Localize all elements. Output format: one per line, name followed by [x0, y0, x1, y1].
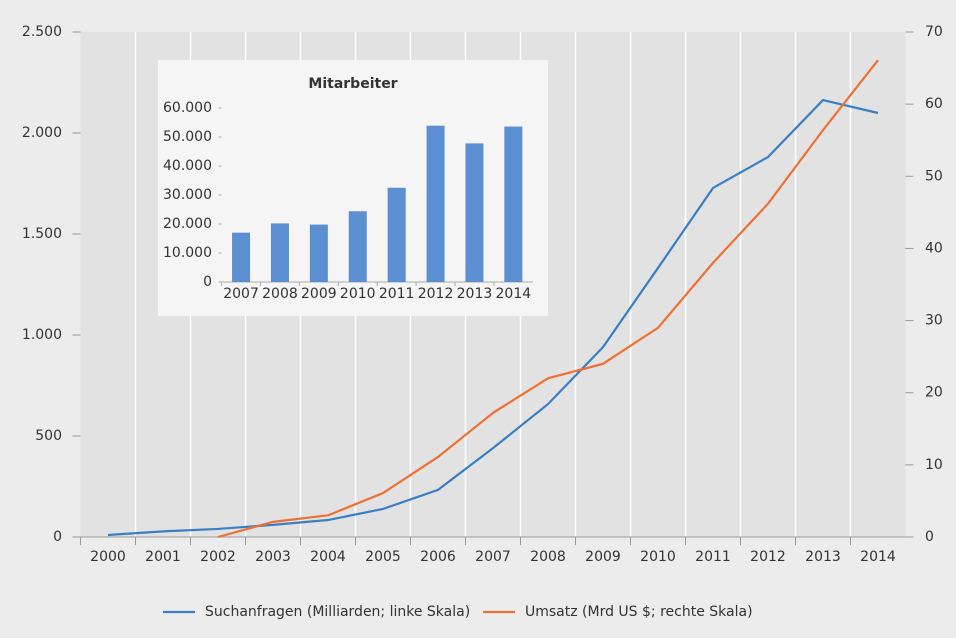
y-tick-label: 0 — [53, 529, 62, 545]
x-tick-label: 2003 — [255, 549, 291, 565]
x-tick-label: 2005 — [365, 549, 401, 565]
inset-y-tick-label: 60.000 — [163, 100, 212, 116]
x-tick-label: 2001 — [145, 549, 181, 565]
y2-tick-label: 20 — [925, 385, 943, 401]
y2-tick-label: 40 — [925, 240, 943, 256]
x-tick-label: 2008 — [530, 549, 566, 565]
inset-y-tick-label: 20.000 — [163, 216, 212, 232]
inset-y-tick-label: 40.000 — [163, 158, 212, 174]
inset-y-tick-label: 30.000 — [163, 187, 212, 203]
x-tick-label: 2011 — [695, 549, 731, 565]
x-tick-label: 2007 — [475, 549, 511, 565]
x-tick-label: 2002 — [200, 549, 236, 565]
y2-tick-label: 30 — [925, 313, 943, 329]
x-tick-label: 2010 — [640, 549, 676, 565]
y2-tick-label: 60 — [925, 96, 943, 112]
series-line — [217, 59, 879, 539]
inset-y-tick-label: 10.000 — [163, 245, 212, 261]
inset-x-tick-label: 2012 — [418, 286, 454, 302]
bar — [348, 211, 367, 282]
bar — [232, 232, 251, 282]
bar — [270, 223, 289, 282]
y-tick-label: 2.000 — [22, 125, 62, 141]
x-tick-label: 2014 — [860, 549, 896, 565]
inset-x-tick-label: 2007 — [223, 286, 259, 302]
x-tick-label: 2012 — [750, 549, 786, 565]
y-tick-label: 1.000 — [22, 327, 62, 343]
inset-x-tick-label: 2010 — [340, 286, 376, 302]
inset-x-tick-label: 2014 — [496, 286, 532, 302]
y-tick-label: 1.500 — [22, 226, 62, 242]
bar — [387, 187, 406, 282]
y-tick-label: 2.500 — [22, 24, 62, 40]
inset-y-tick-label: 0 — [203, 274, 212, 290]
x-tick-label: 2013 — [805, 549, 841, 565]
y2-tick-label: 0 — [925, 529, 934, 545]
inset-x-tick-label: 2011 — [379, 286, 415, 302]
legend-label: Umsatz (Mrd US $; rechte Skala) — [525, 604, 753, 620]
legend-label: Suchanfragen (Milliarden; linke Skala) — [205, 604, 470, 620]
inset-x-tick-label: 2013 — [457, 286, 493, 302]
y-tick-label: 500 — [35, 428, 62, 444]
y2-tick-label: 50 — [925, 168, 943, 184]
x-tick-label: 2009 — [585, 549, 621, 565]
inset-x-tick-label: 2009 — [301, 286, 337, 302]
inset-y-tick-label: 50.000 — [163, 129, 212, 145]
y2-tick-label: 10 — [925, 457, 943, 473]
x-tick-label: 2004 — [310, 549, 346, 565]
bar — [309, 224, 328, 282]
x-tick-label: 2006 — [420, 549, 456, 565]
bar — [504, 126, 523, 282]
bar — [465, 143, 484, 282]
y2-tick-label: 70 — [925, 24, 943, 40]
series-line — [107, 98, 879, 537]
x-tick-label: 2000 — [90, 549, 126, 565]
inset-title: Mitarbeiter — [308, 76, 397, 92]
bar — [426, 125, 445, 282]
inset-x-tick-label: 2008 — [262, 286, 298, 302]
